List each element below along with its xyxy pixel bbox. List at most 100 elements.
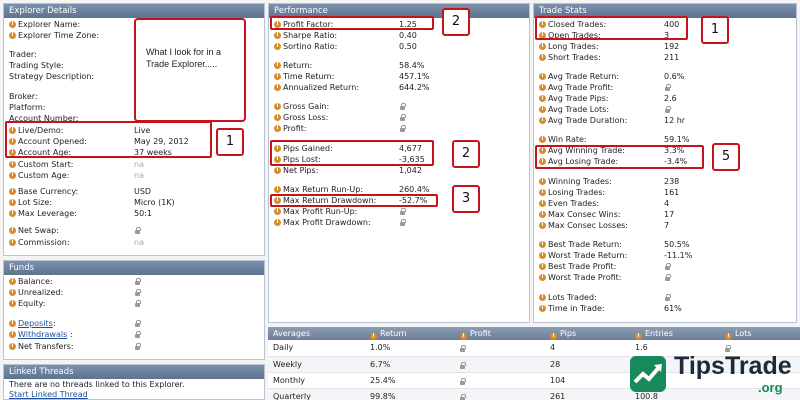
col-profit[interactable]: i Profit [455, 327, 545, 340]
stats-value: -3.4% [664, 157, 688, 166]
info-icon[interactable]: i [274, 73, 281, 80]
info-icon[interactable]: i [539, 252, 546, 259]
info-icon[interactable]: i [539, 241, 546, 248]
stats-value: 161 [664, 188, 680, 197]
start-linked-thread-link[interactable]: Start Linked Thread [9, 390, 88, 399]
info-icon[interactable]: i [539, 147, 546, 154]
info-icon[interactable]: i [539, 274, 546, 281]
stats-row: i Short Trades: 211 [534, 52, 796, 63]
brand-tld: .org [758, 380, 783, 395]
performance-label: Pips Lost: [283, 155, 321, 164]
highlight-account-box [5, 121, 212, 158]
stats-row: i Avg Trade Profit: [534, 82, 796, 93]
info-icon[interactable]: i [274, 114, 281, 121]
info-icon[interactable]: i [539, 106, 546, 113]
info-icon[interactable]: i [274, 125, 281, 132]
info-icon[interactable]: i [9, 331, 16, 338]
info-icon[interactable]: i [539, 117, 546, 124]
info-icon[interactable]: i [9, 172, 16, 179]
lock-icon [400, 219, 406, 226]
info-icon[interactable]: i [539, 178, 546, 185]
table-row: Daily 1.0% 4 1.6 [268, 340, 800, 357]
lock-icon [135, 300, 141, 307]
stats-value: 7 [664, 221, 670, 230]
performance-row: i Time Return: 457.1% [269, 71, 529, 82]
info-icon: i [635, 332, 642, 340]
strategy-row: Strategy Description: [9, 72, 95, 81]
info-icon[interactable]: i [539, 136, 546, 143]
performance-row: i Return: 58.4% [269, 60, 529, 71]
info-icon[interactable]: i [274, 208, 281, 215]
info-icon[interactable]: i [9, 138, 16, 145]
info-icon[interactable]: i [539, 21, 546, 28]
info-icon[interactable]: i [539, 32, 546, 39]
info-icon[interactable]: i [539, 84, 546, 91]
lot-size-row: i Lot Size: Micro (1K) [4, 197, 264, 208]
info-icon[interactable]: i [9, 149, 16, 156]
info-icon[interactable]: i [274, 103, 281, 110]
stats-row: i Max Consec Losses: 7 [534, 220, 796, 231]
info-icon: i [725, 332, 732, 340]
info-icon[interactable]: i [539, 305, 546, 312]
info-icon[interactable]: i [274, 43, 281, 50]
col-return[interactable]: i Return [365, 327, 455, 340]
info-icon[interactable]: i [9, 320, 16, 327]
info-icon[interactable]: i [9, 199, 16, 206]
info-icon[interactable]: i [9, 210, 16, 217]
info-icon[interactable]: i [9, 21, 16, 28]
stats-value: 192 [664, 42, 680, 51]
performance-row: i Profit Factor: 1.25 [269, 19, 529, 30]
info-icon[interactable]: i [274, 32, 281, 39]
highlight-drawdown [270, 194, 438, 207]
equity-row: i Equity: [4, 298, 264, 309]
stats-row: i Win Rate: 59.1% [534, 134, 796, 145]
info-icon[interactable]: i [539, 200, 546, 207]
info-icon[interactable]: i [539, 263, 546, 270]
info-icon[interactable]: i [274, 84, 281, 91]
info-icon[interactable]: i [539, 43, 546, 50]
info-icon[interactable]: i [274, 197, 281, 204]
stats-row: i Lots Traded: [534, 292, 796, 303]
badge-1-trades: 1 [701, 16, 729, 44]
info-icon[interactable]: i [539, 211, 546, 218]
info-icon[interactable]: i [9, 127, 16, 134]
info-icon[interactable]: i [274, 186, 281, 193]
performance-label: Max Profit Drawdown: [283, 218, 371, 227]
info-icon[interactable]: i [9, 161, 16, 168]
info-icon[interactable]: i [9, 343, 16, 350]
info-icon[interactable]: i [274, 167, 281, 174]
unrealized-row: i Unrealized: [4, 287, 264, 298]
info-icon[interactable]: i [9, 278, 16, 285]
col-lots[interactable]: i Lots [720, 327, 800, 340]
info-icon[interactable]: i [274, 219, 281, 226]
performance-row: i Gross Gain: [269, 101, 529, 112]
info-icon[interactable]: i [274, 21, 281, 28]
info-icon[interactable]: i [539, 189, 546, 196]
info-icon[interactable]: i [539, 158, 546, 165]
info-icon[interactable]: i [539, 222, 546, 229]
col-averages: Averages [268, 327, 365, 340]
stats-label: Long Trades: [548, 42, 599, 51]
info-icon[interactable]: i [274, 156, 281, 163]
info-icon[interactable]: i [539, 95, 546, 102]
info-icon[interactable]: i [9, 300, 16, 307]
info-icon[interactable]: i [539, 73, 546, 80]
info-icon[interactable]: i [539, 294, 546, 301]
info-icon[interactable]: i [9, 289, 16, 296]
custom-age-row: i Custom Age: na [4, 170, 264, 181]
withdrawals-link[interactable]: Withdrawals [18, 330, 68, 339]
col-entries[interactable]: i Entries [630, 327, 720, 340]
performance-row: i Profit: [269, 123, 529, 134]
info-icon[interactable]: i [539, 54, 546, 61]
deposits-link[interactable]: Deposits [18, 319, 53, 328]
info-icon[interactable]: i [274, 62, 281, 69]
info-icon[interactable]: i [274, 145, 281, 152]
col-pips[interactable]: i Pips [545, 327, 630, 340]
info-icon[interactable]: i [9, 227, 16, 234]
explorer-timezone-row: i Explorer Time Zone: [4, 30, 264, 41]
info-icon[interactable]: i [9, 188, 16, 195]
info-icon[interactable]: i [9, 32, 16, 39]
table-row: Weekly 6.7% 28 [268, 356, 800, 373]
info-icon[interactable]: i [9, 239, 16, 246]
